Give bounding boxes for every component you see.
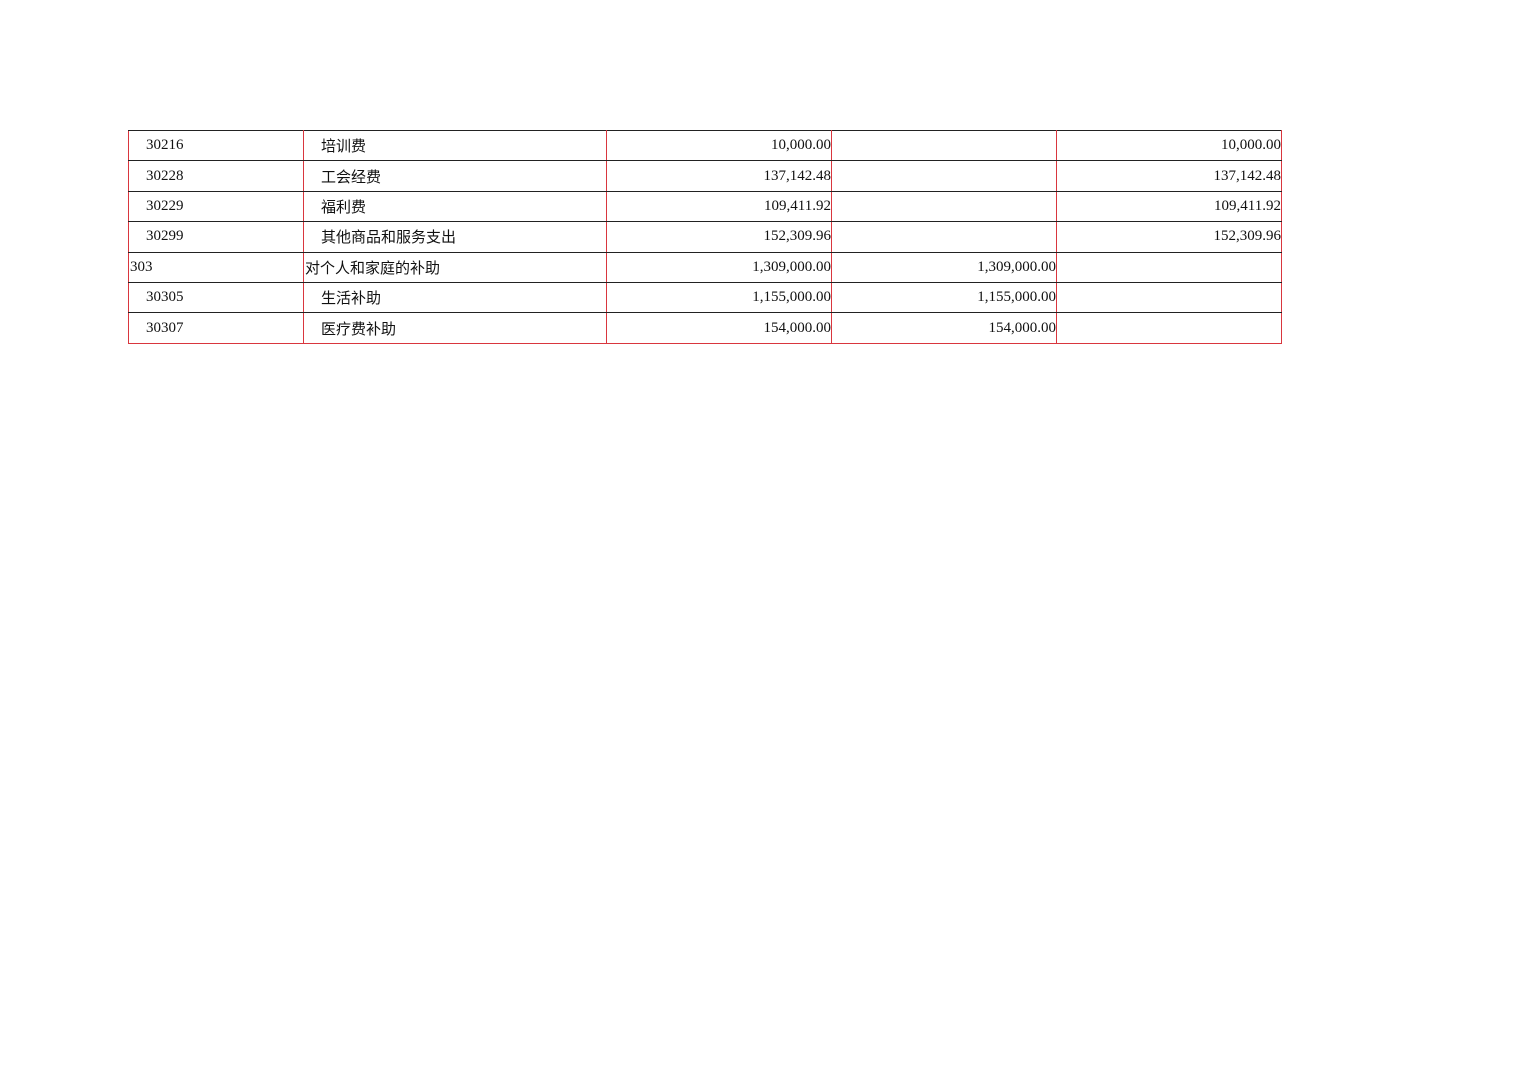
cell-name: 生活补助 [303,281,607,314]
table-row: 30216 培训费 10,000.00 10,000.00 [128,129,1282,162]
cell-project: 109,411.92 [1056,190,1282,223]
cell-basic [831,160,1057,192]
table-row: 30305 生活补助 1,155,000.00 1,155,000.00 [128,281,1282,314]
table-row: 30307 医疗费补助 154,000.00 154,000.00 [128,312,1282,344]
cell-basic [831,221,1057,253]
cell-code: 30307 [128,312,304,344]
cell-basic [831,129,1057,162]
cell-name: 福利费 [303,190,607,223]
cell-project: 152,309.96 [1056,221,1282,253]
table-row: 30228 工会经费 137,142.48 137,142.48 [128,160,1282,192]
cell-code: 30216 [128,129,304,162]
cell-basic: 154,000.00 [831,312,1057,344]
cell-basic: 1,309,000.00 [831,251,1057,283]
cell-project [1056,251,1282,283]
cell-name: 工会经费 [303,160,607,192]
cell-code: 30305 [128,281,304,314]
cell-code: 303 [128,251,304,283]
cell-code: 30229 [128,190,304,223]
cell-total: 137,142.48 [606,160,832,192]
cell-name: 培训费 [303,129,607,162]
cell-code: 30228 [128,160,304,192]
cell-project: 137,142.48 [1056,160,1282,192]
table-row: 303 对个人和家庭的补助 1,309,000.00 1,309,000.00 [128,251,1282,283]
cell-code: 30299 [128,221,304,253]
budget-table: 30216 培训费 10,000.00 10,000.00 30228 工会经费 137,1… [128,129,1282,344]
cell-name: 对个人和家庭的补助 [303,251,607,283]
cell-total: 109,411.92 [606,190,832,223]
cell-name: 其他商品和服务支出 [303,221,607,253]
cell-basic [831,190,1057,223]
cell-name: 医疗费补助 [303,312,607,344]
cell-total: 152,309.96 [606,221,832,253]
cell-total: 1,309,000.00 [606,251,832,283]
table-row: 30229 福利费 109,411.92 109,411.92 [128,190,1282,223]
table-row: 30299 其他商品和服务支出 152,309.96 152,309.96 [128,221,1282,253]
cell-total: 1,155,000.00 [606,281,832,314]
cell-project: 10,000.00 [1056,129,1282,162]
cell-total: 154,000.00 [606,312,832,344]
cell-project [1056,281,1282,314]
cell-basic: 1,155,000.00 [831,281,1057,314]
cell-total: 10,000.00 [606,129,832,162]
cell-project [1056,312,1282,344]
